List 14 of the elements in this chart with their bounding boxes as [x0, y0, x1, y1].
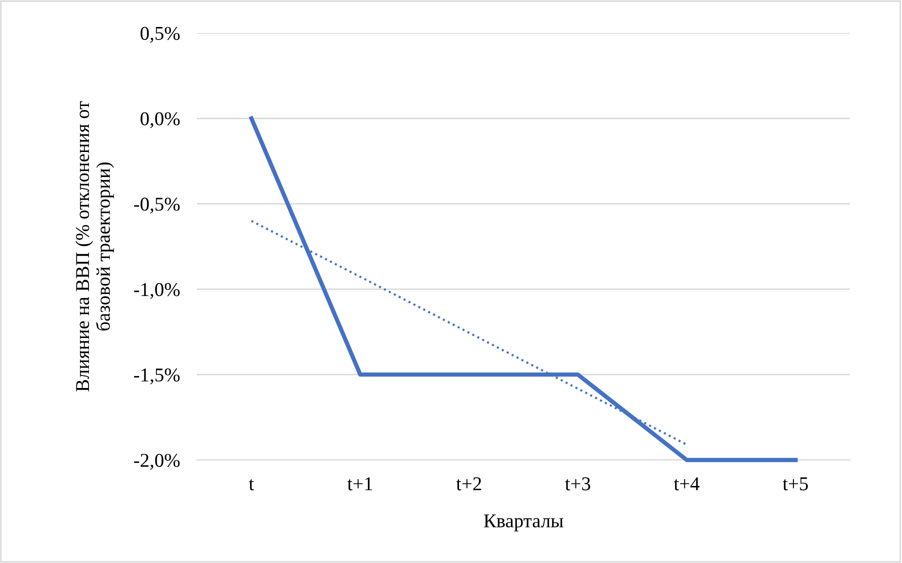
y-tick-label: 0,5% — [140, 26, 180, 43]
y-tick-label: -1,5% — [134, 368, 180, 384]
x-tick-label: t+4 — [674, 477, 700, 490]
x-tick-label: t+5 — [782, 477, 808, 490]
y-tick-label: -1,0% — [134, 283, 180, 299]
y-tick-label: -0,5% — [134, 198, 180, 214]
x-axis-title: Кварталы — [484, 514, 564, 532]
x-tick-label: t+2 — [456, 477, 482, 490]
y-tick-label: -2,0% — [134, 454, 180, 470]
x-tick-label: t+1 — [347, 477, 372, 490]
y-tick-label: 0,0% — [140, 112, 180, 128]
y-axis-title: Влияние на ВВП (% отклонения от базовой траектории) — [75, 101, 114, 392]
x-tick-label: t+3 — [565, 477, 590, 490]
x-tick-label: t — [248, 479, 254, 490]
